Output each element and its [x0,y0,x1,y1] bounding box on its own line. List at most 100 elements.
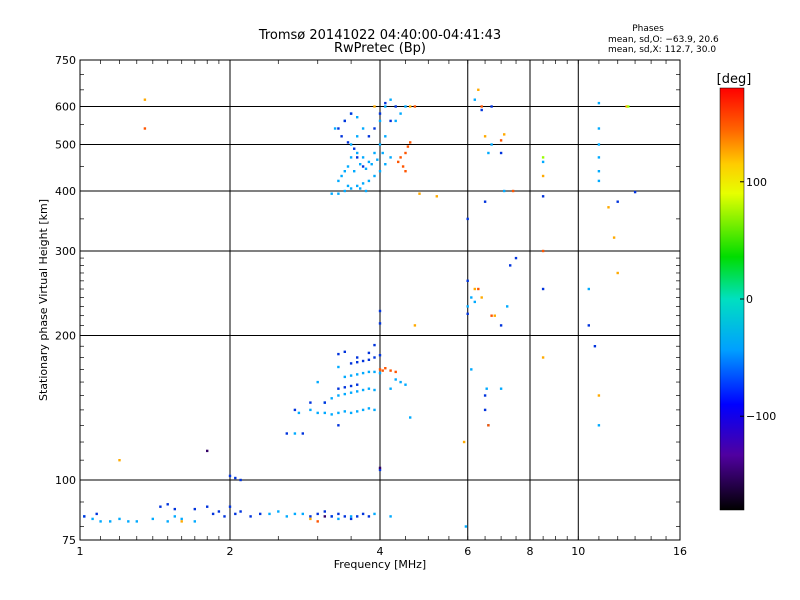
data-point [404,383,407,386]
data-point [373,356,376,359]
data-point [485,387,488,390]
data-point [323,401,326,404]
data-point [211,512,215,516]
data-point [356,135,359,138]
data-point [473,287,476,291]
y-tick-label: 300 [55,245,76,258]
data-point [343,392,346,396]
data-point [367,515,371,518]
data-point [337,411,340,415]
data-point [541,287,545,291]
data-point [373,174,376,178]
data-point [378,143,382,146]
data-point [228,505,232,508]
data-point [159,505,162,508]
colorbar: [deg] 100 0 −100 [717,72,776,511]
data-point [511,189,515,193]
data-point [633,190,637,194]
data-point [330,413,333,416]
data-point [349,112,353,115]
data-point [349,515,353,518]
data-point [503,133,506,136]
data-point [541,249,545,253]
data-point [337,352,340,356]
data-point [293,408,297,412]
data-point [309,401,312,404]
data-point [268,512,271,516]
data-point [297,411,301,415]
data-point [193,520,196,523]
data-point [337,517,340,521]
data-point [473,300,476,304]
data-point [364,189,368,193]
x-tick-label: 10 [571,545,585,558]
data-point [378,309,382,313]
data-point [616,271,619,275]
data-point [361,359,365,363]
data-point [373,512,376,516]
data-point [480,105,483,108]
data-point [343,386,346,389]
data-point [509,264,512,267]
stats-o-line: mean, sd,O: −63.9, 20.6 [608,35,719,45]
data-point [389,387,392,390]
data-point [394,105,397,108]
data-point [541,174,545,178]
data-point [514,256,518,260]
y-tick-label: 750 [55,54,76,67]
data-point [361,408,365,412]
data-point [541,156,545,159]
data-point [506,305,509,308]
data-point [384,135,387,138]
data-point [337,424,340,427]
chart-title: Tromsø 20141022 04:40:00-04:41:43 [258,28,501,43]
data-point [593,345,597,348]
x-tick-label: 6 [464,545,471,558]
data-point [480,296,483,299]
y-axis-label: Stationary phase Virtual Height [km] [37,199,50,401]
data-point [127,520,130,523]
data-point [316,520,319,523]
data-point [343,350,346,353]
data-point [301,432,304,435]
data-point [389,119,392,123]
data-point [361,165,365,168]
data-point [435,195,438,198]
data-point [349,384,353,388]
data-point [483,394,487,397]
y-axis-ticks: 75 100 200 300 400 500 600 750 [55,54,680,547]
data-point [597,179,601,183]
data-point [466,305,469,308]
data-point [346,184,350,188]
data-point [373,370,376,374]
data-point [394,378,397,381]
data-point [323,411,326,415]
data-point [367,179,371,183]
data-point [464,525,468,528]
stats-x-line: mean, sd,X: 112.7, 30.0 [608,45,716,55]
data-point [376,158,379,161]
data-point [309,515,312,518]
data-point [239,510,242,513]
data-point [367,160,371,164]
data-point [356,156,359,159]
data-point [466,279,469,282]
data-point [239,478,242,482]
data-point [499,324,503,327]
data-point [143,98,147,101]
data-point [361,182,365,185]
data-point [367,387,371,390]
data-point [389,369,392,372]
data-point [316,512,319,516]
data-point [367,351,371,355]
data-point [180,520,183,523]
data-point [234,512,237,516]
data-point [166,520,169,523]
data-point [597,394,601,397]
data-point [330,192,333,195]
data-point [346,165,350,168]
data-point [399,156,402,159]
data-point [487,151,490,155]
data-point [399,380,402,384]
